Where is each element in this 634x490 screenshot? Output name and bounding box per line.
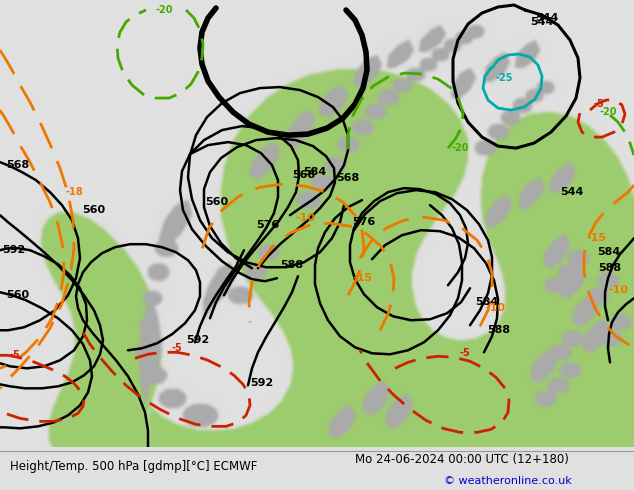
Text: 588: 588 — [487, 325, 510, 335]
Text: 576: 576 — [256, 220, 279, 230]
Text: 588: 588 — [598, 263, 621, 273]
Text: -25: -25 — [496, 73, 514, 83]
Text: -18: -18 — [66, 187, 84, 197]
Text: -15: -15 — [352, 273, 372, 283]
Text: 568: 568 — [292, 170, 315, 180]
Text: 592: 592 — [250, 378, 273, 388]
Text: -10: -10 — [485, 303, 505, 313]
Text: 584: 584 — [303, 167, 327, 177]
Text: -5: -5 — [172, 343, 183, 353]
Text: 588: 588 — [280, 260, 303, 270]
Text: 584: 584 — [597, 247, 620, 257]
Text: 560: 560 — [6, 290, 29, 300]
Text: -5: -5 — [10, 350, 21, 360]
Text: -20: -20 — [155, 5, 172, 15]
Text: Mo 24-06-2024 00:00 UTC (12+180): Mo 24-06-2024 00:00 UTC (12+180) — [355, 453, 569, 466]
Text: 592: 592 — [2, 245, 25, 255]
Text: 544: 544 — [530, 17, 553, 27]
Text: -20: -20 — [452, 143, 470, 153]
Text: © weatheronline.co.uk: © weatheronline.co.uk — [444, 476, 571, 486]
Text: 568: 568 — [6, 160, 29, 170]
Text: 560: 560 — [205, 197, 228, 207]
Text: 592: 592 — [186, 335, 209, 345]
Text: -15: -15 — [586, 233, 606, 243]
Text: -5: -5 — [594, 99, 605, 109]
Text: Height/Temp. 500 hPa [gdmp][°C] ECMWF: Height/Temp. 500 hPa [gdmp][°C] ECMWF — [10, 460, 257, 473]
Text: -20: -20 — [600, 107, 618, 117]
Text: -5: -5 — [460, 348, 471, 358]
Text: 544: 544 — [560, 187, 583, 197]
Text: 568: 568 — [336, 173, 359, 183]
Text: 584: 584 — [475, 297, 498, 307]
Text: 544: 544 — [535, 13, 559, 23]
Text: -10: -10 — [295, 213, 315, 223]
Text: 560: 560 — [82, 205, 105, 215]
Text: 576: 576 — [352, 217, 375, 227]
Text: -10: -10 — [608, 285, 628, 295]
